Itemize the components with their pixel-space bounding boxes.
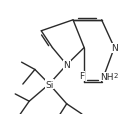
Text: N: N — [63, 61, 70, 70]
Text: Si: Si — [45, 80, 53, 89]
Text: N: N — [111, 44, 118, 53]
Text: F: F — [79, 72, 84, 81]
Text: NH: NH — [100, 72, 113, 81]
Text: 2: 2 — [113, 72, 118, 78]
